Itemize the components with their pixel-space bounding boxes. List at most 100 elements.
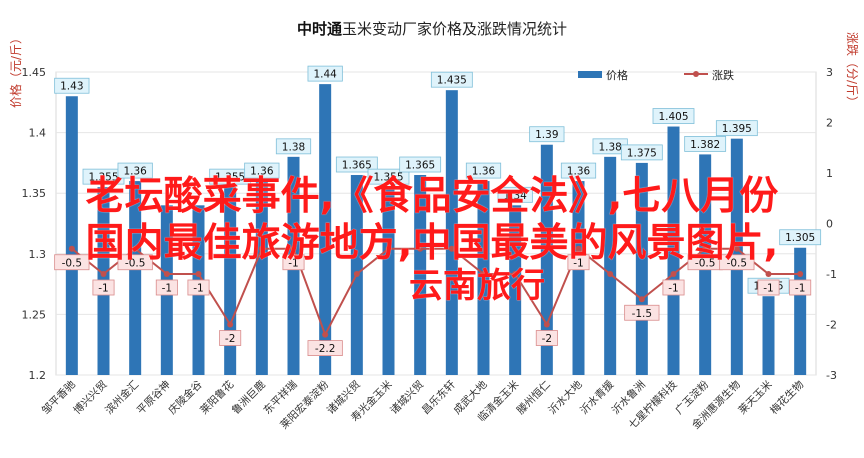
bar-data-label: 1.355 [88, 172, 118, 184]
line-point [702, 245, 709, 252]
bar-data-label: 1.365 [405, 160, 435, 172]
bar-data-label: 1.395 [722, 123, 752, 135]
line-data-label-box [187, 279, 210, 296]
bar [65, 96, 78, 376]
bar [762, 296, 775, 375]
bar-data-label: 1.36 [472, 166, 496, 178]
bar [477, 181, 490, 375]
line-point [417, 245, 424, 252]
bar [635, 162, 648, 375]
x-tick-label: 诸城兴贸 [388, 379, 426, 417]
line-data-label-box [567, 254, 590, 271]
bar-data-label: 1.36 [250, 166, 274, 178]
line-data-label-box [307, 340, 343, 357]
x-tick-label: 鲁洲巨鹿 [229, 378, 268, 417]
x-axis-labels: 邹平香驰博兴兴贸滨州金汇平原谷神庆陵金谷莱阳鲁花鲁洲巨鹿东平祥瑞莱阳宏泰淀粉诸城… [39, 378, 806, 432]
bar-data-label-box [779, 229, 822, 246]
line-point [132, 245, 139, 252]
bar [129, 181, 142, 375]
y-left-tick-label: 1.35 [22, 187, 47, 200]
line-point [258, 245, 265, 252]
bar-data-label-box [275, 138, 312, 155]
bar-data-label: 1.38 [282, 141, 305, 153]
y-left-tick-label: 1.3 [29, 248, 47, 261]
line-data-label-box [282, 254, 305, 271]
y-right-tick-label: 0 [826, 218, 833, 231]
bar-data-label: 1.405 [658, 111, 688, 123]
line-point [322, 331, 329, 338]
y-left-tick-label: 1.45 [22, 66, 47, 79]
y-right-tick-label: -1 [826, 268, 837, 281]
bar [319, 84, 332, 376]
y-right-tick-label: -3 [826, 369, 837, 382]
line-series [68, 245, 804, 338]
line-data-label-box [757, 279, 780, 296]
bar-data-label-box [715, 120, 758, 137]
x-tick-label: 莱天玉米 [736, 378, 775, 417]
line-path [71, 247, 801, 338]
bar-data-label: 1.435 [437, 75, 467, 87]
line-data-label: -0.5 [727, 257, 748, 269]
bar-data-label: 1.382 [690, 139, 720, 151]
line-data-label-box [789, 279, 812, 296]
line-data-label: -0.5 [62, 257, 83, 269]
legend: 价格 涨跌 [578, 68, 734, 82]
line-data-label: -1 [98, 283, 108, 295]
line-data-label: -1 [795, 283, 805, 295]
legend-bar-swatch [578, 71, 602, 78]
x-tick-label: 滕州恒仁 [514, 378, 553, 417]
line-point [797, 271, 804, 277]
bar-data-label: 1.355 [373, 172, 403, 184]
bar-data-label-box [307, 65, 343, 82]
line-data-label-box [155, 279, 178, 296]
line-data-label-box [54, 254, 90, 271]
overlay-text-line-2: 国内最佳旅游地方,中国最美的风景图片, [85, 221, 779, 266]
line-data-label-box [719, 254, 755, 271]
line-data-labels: -0.5 -1 -0.5 -1 -1 -2 -1 -2.2 -2 -1 -1.5 -1 -0.5 -0.5… [54, 254, 812, 357]
bar-data-label-box [652, 108, 695, 124]
line-data-label: -1 [668, 283, 678, 295]
line-data-label: -0.5 [695, 257, 716, 269]
line-point [607, 271, 614, 277]
line-data-label: -2 [225, 333, 235, 345]
bar-data-label-box [244, 162, 280, 179]
line-data-label: -1 [162, 283, 172, 295]
bar-data-label: 1.34 [503, 190, 527, 202]
bar-data-label-box [367, 168, 410, 185]
line-data-label-box [92, 279, 115, 296]
line-data-label-box [535, 330, 558, 346]
bar-data-label-box [54, 77, 90, 94]
bar-data-label: 1.39 [535, 129, 558, 141]
bar [667, 126, 680, 375]
y-axis-left-title: 价格（元/斤） [8, 32, 23, 108]
bar-data-label: 1.36 [123, 166, 147, 178]
bar [445, 90, 458, 376]
x-tick-label: 莱阳鲁花 [197, 378, 236, 417]
x-tick-label: 博兴兴贸 [71, 378, 110, 417]
line-point [290, 245, 297, 252]
y-left-tick-label: 1.2 [29, 369, 47, 382]
line-point [480, 271, 487, 277]
line-data-label: -1 [193, 283, 203, 295]
legend-line-label: 涨跌 [712, 68, 734, 82]
y-right-tick-label: -2 [826, 319, 837, 332]
bar-data-label-box [335, 156, 378, 173]
line-point [733, 245, 740, 252]
overlay-text-line-3: 云南旅行 [409, 266, 545, 306]
bar-data-label-box [684, 136, 727, 152]
line-data-label-box [219, 330, 242, 346]
bar-data-label-box [117, 162, 153, 179]
bar [382, 187, 395, 375]
bar-data-labels: 1.431.3551.361.3551.361.381.441.3651.355… [54, 65, 822, 294]
line-data-label: -1 [573, 257, 583, 269]
line-point [765, 271, 772, 277]
line-point [353, 271, 360, 277]
title-text: 玉米变动厂家价格及涨跌情况统计 [342, 20, 568, 38]
x-tick-label: 梅花生物 [767, 378, 806, 417]
bar [572, 181, 585, 375]
bar [224, 187, 237, 375]
bar-data-label: 1.36 [567, 166, 591, 178]
line-point [68, 245, 75, 252]
line-data-label: -1.5 [632, 308, 653, 320]
